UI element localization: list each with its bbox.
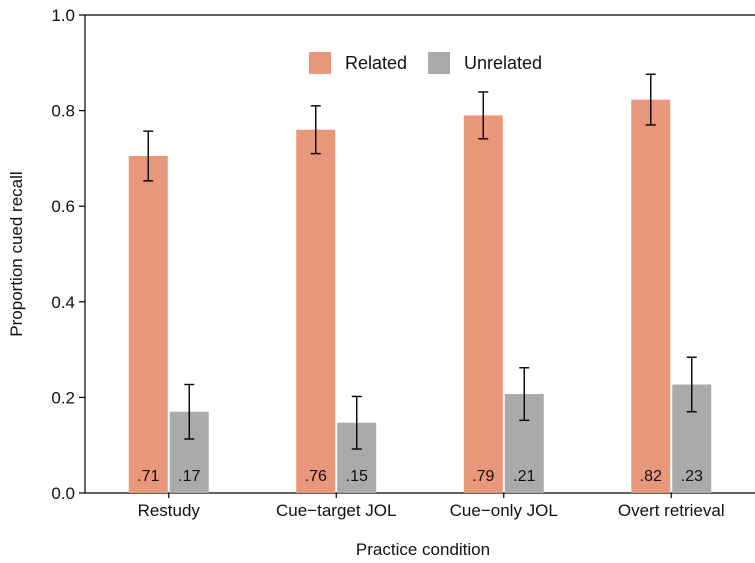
y-tick-label: 0.8 (51, 102, 75, 121)
x-tick-label: Restudy (138, 501, 201, 520)
bar-value-label: .71 (137, 468, 159, 485)
bar-value-label: .21 (513, 468, 535, 485)
x-axis-ticks: Restudy Cue−target JOL Cue−only JOL Overt r… (138, 493, 725, 520)
y-tick-label: 0.2 (51, 388, 75, 407)
legend-swatch-related (309, 52, 331, 74)
x-tick-label: Cue−target JOL (276, 501, 397, 520)
y-axis-title: Proportion cued recall (7, 171, 26, 336)
bar-related (631, 99, 671, 493)
y-tick-label: 1.0 (51, 6, 75, 25)
y-tick-label: 0.6 (51, 197, 75, 216)
x-tick-label: Cue−only JOL (450, 501, 558, 520)
legend-swatch-unrelated (428, 52, 450, 74)
legend-label-unrelated: Unrelated (464, 53, 542, 73)
y-axis-ticks: 0.0 0.2 0.4 0.6 0.8 1.0 (51, 6, 85, 503)
bar-value-label: .15 (346, 468, 368, 485)
bar-value-label: .79 (472, 468, 494, 485)
bar-value-label: .82 (640, 468, 662, 485)
bars: .71 .17 .76 .15 .79 .21 .82 .23 (128, 73, 712, 493)
legend-label-related: Related (345, 53, 407, 73)
bar-value-label: .17 (178, 468, 200, 485)
x-axis-title: Practice condition (356, 540, 490, 559)
y-tick-label: 0.4 (51, 293, 75, 312)
legend: Related Unrelated (309, 52, 542, 74)
bar-related (296, 129, 336, 493)
x-tick-label: Overt retrieval (618, 501, 725, 520)
bar-value-label: .23 (681, 468, 703, 485)
bar-related (128, 156, 168, 493)
bar-value-label: .76 (305, 468, 327, 485)
y-tick-label: 0.0 (51, 484, 75, 503)
bar-related (463, 115, 503, 493)
